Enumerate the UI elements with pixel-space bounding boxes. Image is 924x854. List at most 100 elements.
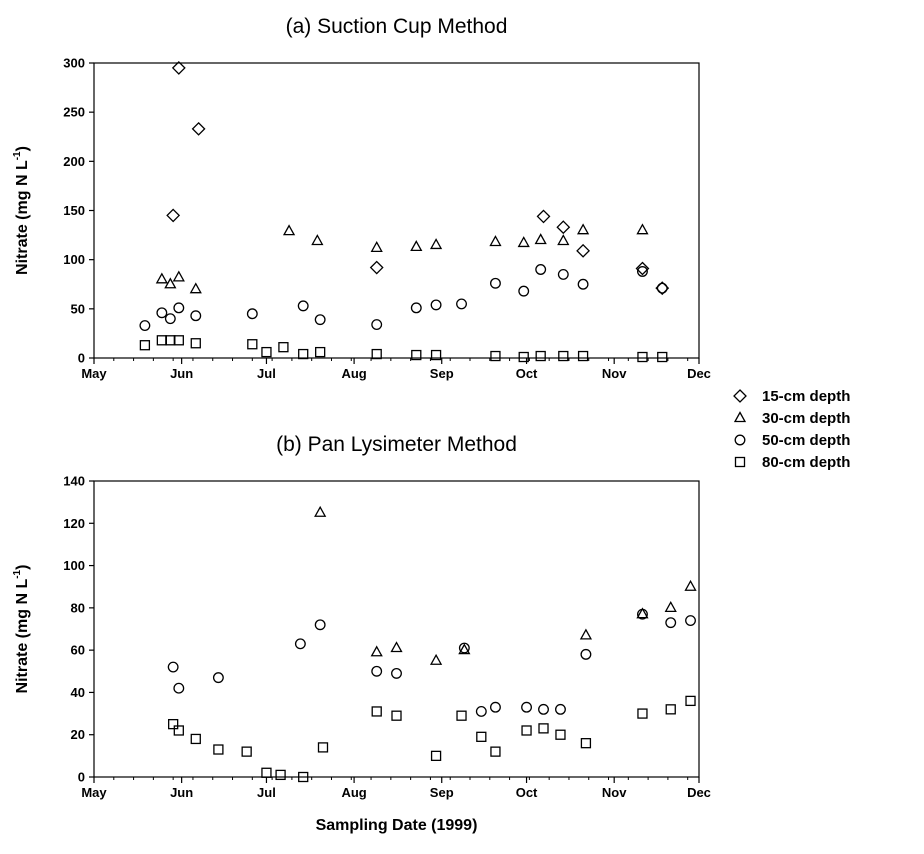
data-point bbox=[576, 223, 590, 235]
data-point bbox=[576, 243, 591, 258]
data-point bbox=[557, 234, 570, 246]
x-tick-label: Jul bbox=[257, 785, 276, 800]
data-point bbox=[298, 771, 309, 783]
data-point bbox=[410, 240, 423, 252]
legend: 15-cm depth 30-cm depth 50-cm depth 80-cm d… bbox=[733, 388, 850, 471]
data-point bbox=[164, 277, 177, 289]
data-point bbox=[556, 220, 571, 235]
data-point bbox=[311, 234, 324, 246]
legend-item: 50-cm depth bbox=[734, 432, 850, 449]
x-tick-label: Dec bbox=[687, 366, 711, 381]
y-tick-label: 200 bbox=[63, 154, 85, 169]
data-point bbox=[430, 299, 442, 311]
y-tick-label: 60 bbox=[71, 643, 85, 658]
plot-frame bbox=[93, 62, 700, 359]
data-point bbox=[314, 314, 326, 326]
y-tick-label: 300 bbox=[63, 56, 85, 71]
x-tick-label: Aug bbox=[341, 366, 366, 381]
data-point bbox=[535, 350, 546, 362]
x-tick-label: May bbox=[81, 785, 107, 800]
data-point bbox=[475, 706, 487, 717]
plot-frame bbox=[93, 480, 700, 778]
data-point bbox=[635, 261, 650, 276]
data-point bbox=[261, 346, 272, 358]
x-tick-label: Sep bbox=[430, 785, 454, 800]
x-tick-label: Sep bbox=[430, 366, 454, 381]
data-point bbox=[173, 335, 184, 346]
data-point bbox=[579, 628, 593, 640]
data-point bbox=[212, 672, 224, 684]
data-point bbox=[371, 665, 383, 677]
data-point bbox=[580, 648, 592, 660]
data-point bbox=[637, 266, 648, 277]
x-tick-label: Dec bbox=[687, 785, 711, 800]
legend-label: 80-cm depth bbox=[762, 454, 850, 471]
data-point bbox=[665, 617, 677, 629]
data-point bbox=[430, 750, 442, 762]
data-point bbox=[391, 667, 402, 679]
data-point bbox=[139, 340, 151, 351]
data-point bbox=[684, 579, 697, 591]
data-point bbox=[213, 744, 224, 755]
data-point bbox=[190, 310, 202, 322]
data-point bbox=[190, 338, 201, 349]
data-point bbox=[518, 351, 529, 363]
x-tick-label: May bbox=[81, 366, 107, 381]
y-axis-label-superscript: -1 bbox=[12, 569, 23, 578]
data-point bbox=[535, 264, 547, 275]
data-point bbox=[577, 350, 589, 362]
data-point bbox=[458, 642, 470, 654]
data-point bbox=[665, 704, 676, 715]
x-tick-label: Nov bbox=[602, 366, 627, 381]
x-tick-label: Jun bbox=[170, 785, 193, 800]
y-tick-label: 0 bbox=[78, 351, 85, 366]
y-tick-label: 120 bbox=[63, 516, 85, 531]
y-axis-label-close: ) bbox=[14, 146, 31, 151]
legend-label: 50-cm depth bbox=[762, 432, 850, 449]
chart-title: (b) Pan Lysimeter Method bbox=[276, 433, 517, 456]
data-point bbox=[489, 701, 501, 713]
data-point bbox=[685, 615, 696, 626]
y-axis-label-superscript: -1 bbox=[12, 151, 23, 160]
chart-title: (a) Suction Cup Method bbox=[286, 15, 508, 38]
series-30-cm-depth bbox=[155, 223, 649, 294]
data-point bbox=[164, 313, 176, 325]
data-point bbox=[314, 619, 326, 631]
legend-item: 15-cm depth bbox=[733, 388, 850, 405]
y-tick-label: 50 bbox=[71, 301, 85, 316]
legend-item: 30-cm depth bbox=[733, 410, 850, 427]
data-point bbox=[370, 241, 383, 253]
series-80-cm-depth bbox=[168, 695, 696, 783]
data-point bbox=[190, 733, 201, 745]
data-point bbox=[557, 268, 569, 280]
data-point bbox=[167, 661, 179, 673]
data-point bbox=[282, 224, 296, 236]
x-axis-label: Sampling Date (1999) bbox=[316, 817, 478, 834]
data-point bbox=[173, 302, 185, 314]
y-tick-label: 250 bbox=[63, 105, 85, 120]
series-80-cm-depth bbox=[139, 335, 668, 363]
y-tick-label: 40 bbox=[71, 685, 85, 700]
series-50-cm-depth bbox=[139, 264, 668, 332]
data-point bbox=[410, 302, 422, 314]
series-15-cm-depth bbox=[166, 60, 670, 296]
data-point bbox=[558, 350, 569, 362]
legend-label: 30-cm depth bbox=[762, 410, 850, 427]
data-point bbox=[534, 233, 547, 245]
data-point bbox=[636, 607, 649, 619]
data-point bbox=[637, 608, 648, 620]
data-point bbox=[637, 351, 648, 363]
data-point bbox=[456, 298, 467, 310]
data-point bbox=[278, 342, 289, 353]
data-point bbox=[165, 335, 176, 346]
data-point bbox=[555, 703, 566, 715]
data-point bbox=[391, 710, 402, 721]
legend-item: 80-cm depth bbox=[734, 454, 850, 471]
data-point bbox=[297, 300, 309, 312]
data-point bbox=[577, 278, 589, 290]
data-point bbox=[657, 351, 668, 363]
data-point bbox=[294, 638, 306, 650]
panel-a: (a) Suction Cup Method 0 50 100 150 200 250 300… bbox=[12, 15, 711, 381]
data-point bbox=[476, 731, 487, 742]
